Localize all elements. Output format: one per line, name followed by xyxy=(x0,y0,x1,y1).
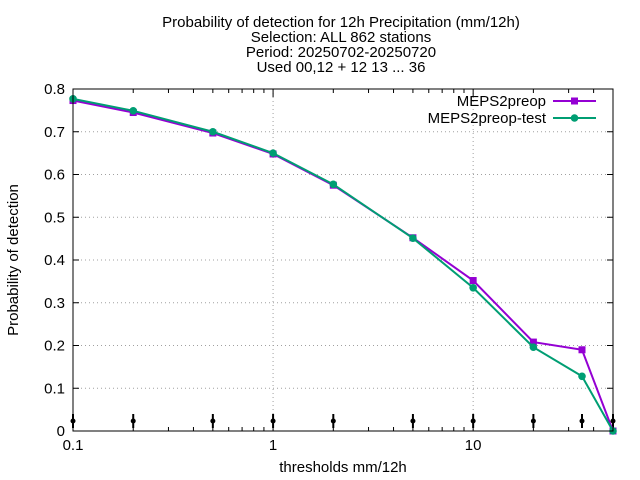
y-tick-label: 0.3 xyxy=(44,295,65,312)
sample-marker-dot xyxy=(410,418,416,424)
legend-marker-2 xyxy=(570,114,579,122)
x-tick-label: 10 xyxy=(465,437,482,454)
y-tick-label: 0.4 xyxy=(44,252,65,269)
title-line-1: Probability of detection for 12h Precipi… xyxy=(162,14,520,31)
series-2-point xyxy=(529,343,538,352)
y-tick-label: 0.8 xyxy=(44,81,65,98)
y-tick-label: 0.6 xyxy=(44,167,65,184)
series-1-point xyxy=(578,346,586,354)
series-2-point xyxy=(269,149,277,157)
series-2-point xyxy=(209,127,217,136)
sample-marker-dot xyxy=(530,418,536,424)
series-1-point xyxy=(529,338,537,346)
title-line-2: Selection: ALL 862 stations xyxy=(251,29,431,46)
sample-markers xyxy=(70,414,616,428)
x-tick-labels: 0.1 1 10 xyxy=(63,437,482,454)
x-axis-label: thresholds mm/12h xyxy=(279,459,407,476)
series-2-point xyxy=(409,234,417,242)
y-axis-label: Probability of detection xyxy=(5,184,22,336)
legend-marker-1 xyxy=(571,97,578,105)
y-tick-label: 0.7 xyxy=(44,124,65,141)
x-tick-label: 0.1 xyxy=(63,437,84,454)
y-tick-label: 0.2 xyxy=(44,338,65,355)
plot-frame xyxy=(72,88,614,432)
sample-marker-dot xyxy=(130,418,136,424)
series-2-point xyxy=(129,107,138,115)
y-tick-label: 0.5 xyxy=(44,209,65,226)
y-tick-label: 0 xyxy=(57,423,65,440)
chart-title: Probability of detection for 12h Precipi… xyxy=(162,14,520,76)
sample-marker-dot xyxy=(210,418,216,424)
x-tick-label: 1 xyxy=(269,437,277,454)
sample-marker-dot xyxy=(579,418,585,424)
y-tick-label: 0.1 xyxy=(44,380,65,397)
series-line-1 xyxy=(72,99,614,432)
series-line-2 xyxy=(72,97,614,432)
series-1-point xyxy=(469,277,477,285)
sample-marker-dot xyxy=(330,418,336,424)
series xyxy=(69,95,617,435)
legend-label-1: MEPS2preop xyxy=(457,93,546,110)
series-2-point xyxy=(329,180,338,189)
sample-marker-dot xyxy=(470,418,476,424)
sample-marker-dot xyxy=(270,418,276,424)
series-2-point xyxy=(578,372,586,381)
series-2-point xyxy=(469,283,477,292)
grid xyxy=(73,89,613,431)
title-line-4: Used 00,12 + 12 13 ... 36 xyxy=(257,59,426,76)
legend-label-2: MEPS2preop-test xyxy=(428,110,547,127)
title-line-3: Period: 20250702-20250720 xyxy=(246,44,436,61)
y-tick-labels: 0 0.1 0.2 0.3 0.4 0.5 0.6 0.7 0.8 xyxy=(44,81,65,440)
